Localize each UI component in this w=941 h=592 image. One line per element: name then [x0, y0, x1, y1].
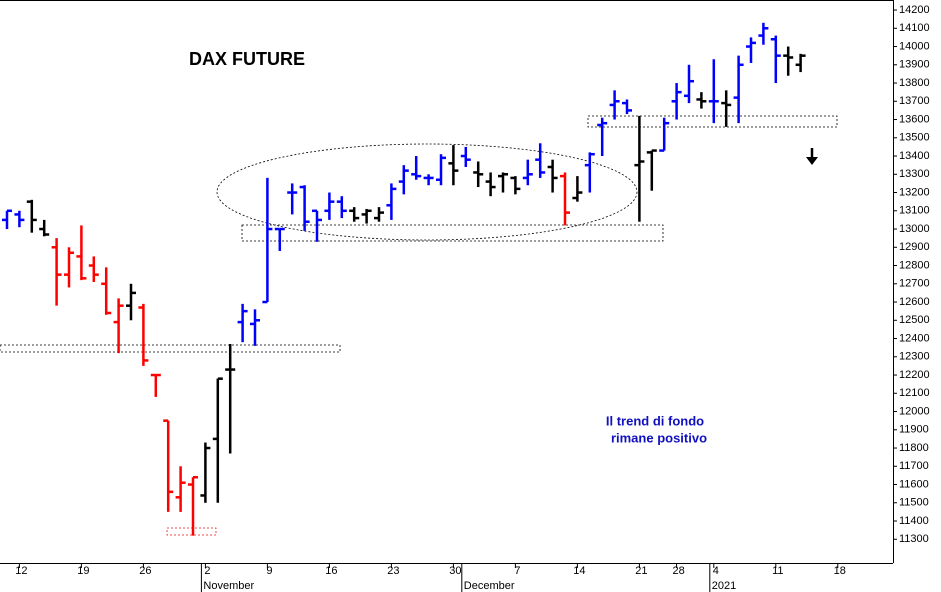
y-tick-label: 11400: [899, 515, 929, 527]
x-tick-label: 9: [266, 565, 272, 577]
low-box: [166, 527, 217, 536]
x-tick-label: 23: [387, 565, 399, 577]
y-tick-label: 12200: [899, 369, 930, 381]
range-ellipse: [216, 143, 638, 241]
support-box: [241, 224, 664, 242]
y-tick-label: 12800: [899, 259, 930, 271]
month-label: December: [464, 580, 515, 592]
y-tick-label: 12300: [899, 351, 930, 363]
x-tick-label: 30: [449, 565, 461, 577]
x-tick-label: 19: [77, 565, 89, 577]
y-tick-label: 13100: [899, 205, 930, 217]
y-tick-label: 13400: [899, 150, 930, 162]
x-tick-label: 11: [772, 565, 783, 577]
y-tick-label: 11800: [899, 442, 929, 454]
y-tick-label: 13500: [899, 132, 930, 144]
y-tick-label: 13000: [899, 223, 930, 235]
annotation: rimane positivo: [611, 430, 707, 445]
y-tick-label: 13600: [899, 113, 930, 125]
y-tick-label: 12400: [899, 332, 930, 344]
y-tick-label: 12700: [899, 278, 930, 290]
annotation: Il trend di fondo: [606, 413, 704, 428]
y-tick-label: 11600: [899, 478, 929, 490]
y-tick-label: 13800: [899, 77, 930, 89]
chart-title: DAX FUTURE: [189, 49, 305, 69]
x-tick-label: 26: [139, 565, 151, 577]
x-tick-label: 18: [834, 565, 846, 577]
y-tick-label: 13700: [899, 95, 930, 107]
y-tick-label: 13300: [899, 168, 930, 180]
y-tick-label: 11300: [899, 533, 929, 545]
support-box: [0, 344, 341, 353]
x-tick-label: 12: [15, 565, 27, 577]
x-tick-label: 28: [672, 565, 684, 577]
month-label: 2021: [712, 580, 736, 592]
y-tick-label: 12600: [899, 296, 930, 308]
arrow: [806, 148, 818, 165]
y-tick-label: 12900: [899, 241, 930, 253]
x-tick-label: 7: [514, 565, 520, 577]
y-tick-label: 11900: [899, 424, 929, 436]
y-tick-label: 11500: [899, 497, 929, 509]
y-tick-label: 13900: [899, 59, 930, 71]
x-tick-label: 2: [204, 565, 210, 577]
y-tick-label: 12500: [899, 314, 930, 326]
x-tick-label: 14: [573, 565, 585, 577]
y-tick-label: 12100: [899, 387, 930, 399]
y-tick-label: 11700: [899, 460, 929, 472]
x-tick-label: 4: [713, 565, 719, 577]
month-label: November: [203, 580, 254, 592]
y-tick-label: 13200: [899, 186, 930, 198]
y-tick-label: 14100: [899, 22, 930, 34]
y-tick-label: 12000: [899, 405, 930, 417]
y-tick-label: 14000: [899, 40, 930, 52]
x-tick-label: 16: [325, 565, 337, 577]
y-tick-label: 14200: [899, 4, 930, 16]
support-box: [587, 115, 838, 128]
x-tick-label: 21: [635, 565, 647, 577]
